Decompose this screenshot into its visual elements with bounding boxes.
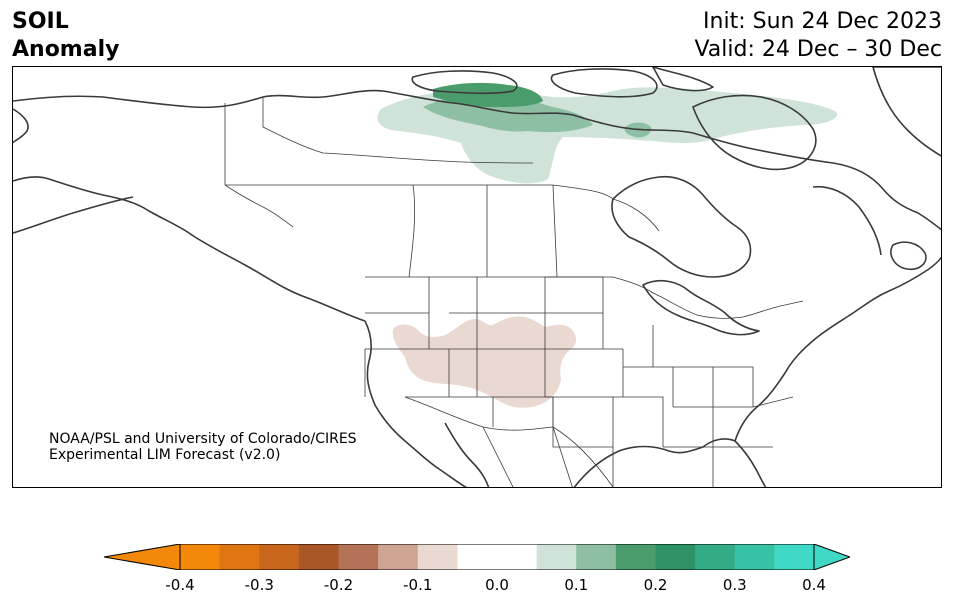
title-variable: SOIL [12,9,69,34]
coastline-alaska-west [13,108,29,144]
border-us-canada [365,276,804,319]
colorbar-tick-label: -0.4 [165,576,195,594]
border-mexico-states [482,426,573,487]
coastline-baja [444,422,490,487]
colorbar-segment [695,544,736,570]
valid-range: Valid: 24 Dec – 30 Dec [694,37,942,62]
coastline-hudson-bay [611,175,752,278]
colorbar-segment [497,544,538,570]
border-us-states-west [364,277,554,427]
border-us-mexico [404,396,614,487]
coastline-aleutians [13,196,134,234]
coastline-gulf [573,438,767,487]
colorbar-tick-label: -0.2 [323,576,354,594]
border-us-states-central [545,276,794,487]
map-panel: NOAA/PSL and University of Colorado/CIRE… [12,66,942,488]
colorbar-tick-label: 0.2 [643,576,668,594]
map-title: SOIL Anomaly [12,8,119,64]
credit-line-2: Experimental LIM Forecast (v2.0) [49,447,281,463]
colorbar-segment [457,544,498,570]
anomaly-fill-layer [377,82,838,408]
colorbar-segment [378,544,419,570]
colorbar-tick-label: 0.4 [802,576,826,594]
init-date: Init: Sun 24 Dec 2023 [703,9,942,34]
coastline-baffin [692,94,817,171]
coastline-alaska-south [13,176,366,322]
coastline-labrador [812,185,882,256]
border-alaska-panhandle [224,184,294,228]
colorbar-outline [179,544,815,570]
coastline-west-us [364,320,467,487]
colorbar-segment [655,544,696,570]
colorbar-tick-label: 0.0 [485,576,509,594]
coastline-arctic-islands-c [652,67,714,92]
colorbar-segment [576,544,617,570]
colorbar-segment [338,544,379,570]
colorbar-segment [615,544,657,570]
colorbar-tick-label: 0.1 [564,576,589,594]
colorbar-segments [180,544,815,570]
colorbar-over-arrow [813,544,850,570]
colorbar-tick-labels: -0.4 -0.3 -0.2 -0.1 0.0 0.1 0.2 0.3 0.4 [0,576,954,596]
anomaly-west-us-light-brown [392,316,577,408]
coastline-greenland [872,67,941,157]
credit-text: NOAA/PSL and University of Colorado/CIRE… [49,431,357,463]
coastline-arctic-islands-b [550,68,658,98]
colorbar-segment [298,544,340,570]
credit-line-1: NOAA/PSL and University of Colorado/CIRE… [49,431,357,447]
colorbar-segment [259,544,300,570]
border-territories [262,97,534,164]
coastline-east-us [734,256,941,442]
border-canada-provinces [225,184,660,278]
colorbar-segment [734,544,775,570]
colorbar-tick-label: -0.1 [403,576,433,594]
forecast-dates: Init: Sun 24 Dec 2023 Valid: 24 Dec – 30… [694,8,942,64]
coastline-newfoundland [890,241,927,271]
colorbar-tick-label: 0.3 [722,576,747,594]
colorbar-segment [417,544,458,570]
coastline-layer [13,67,941,487]
title-type: Anomaly [12,37,120,62]
colorbar-segment [774,544,815,570]
colorbar [104,544,850,570]
colorbar-under-arrow [104,544,181,570]
coastline-arctic-islands-a [411,70,518,95]
colorbar-segment [536,544,577,570]
border-layer [224,97,804,487]
colorbar-segment [219,544,260,570]
colorbar-segment [180,544,221,570]
north-america-map [13,67,941,487]
coastline-arctic-mainland [13,89,941,231]
colorbar-tick-label: -0.3 [244,576,274,594]
coastline-great-lakes [642,279,760,336]
